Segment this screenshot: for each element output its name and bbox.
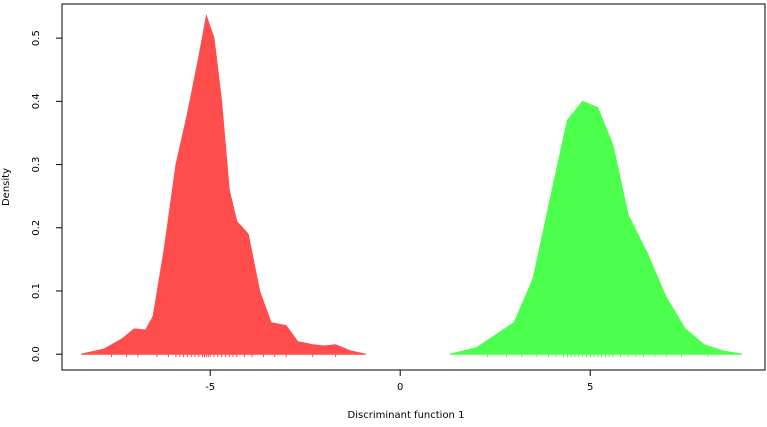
y-tick-label: 0.5 xyxy=(31,30,42,46)
density-area xyxy=(80,14,367,355)
y-tick-label: 0.2 xyxy=(31,220,42,236)
density-area xyxy=(449,100,743,355)
y-axis-label: Density xyxy=(1,168,12,206)
plot-frame xyxy=(61,3,766,371)
y-tick-label: 0.3 xyxy=(31,157,42,173)
x-tick-label: 0 xyxy=(397,382,403,393)
x-axis-label: Discriminant function 1 xyxy=(348,410,465,421)
y-tick-label: 0.0 xyxy=(31,346,42,362)
y-tick-label: 0.1 xyxy=(31,283,42,299)
x-tick-label: 5 xyxy=(587,382,593,393)
y-tick-label: 0.4 xyxy=(31,93,42,109)
x-tick-label: -5 xyxy=(205,382,215,393)
